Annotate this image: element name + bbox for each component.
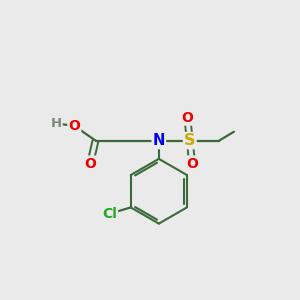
Text: H: H — [50, 117, 62, 130]
Text: Cl: Cl — [102, 207, 117, 221]
Text: O: O — [182, 111, 193, 124]
Text: N: N — [153, 133, 165, 148]
Text: O: O — [186, 157, 198, 170]
Text: O: O — [84, 157, 96, 170]
Text: O: O — [68, 119, 80, 133]
Text: S: S — [184, 133, 196, 148]
